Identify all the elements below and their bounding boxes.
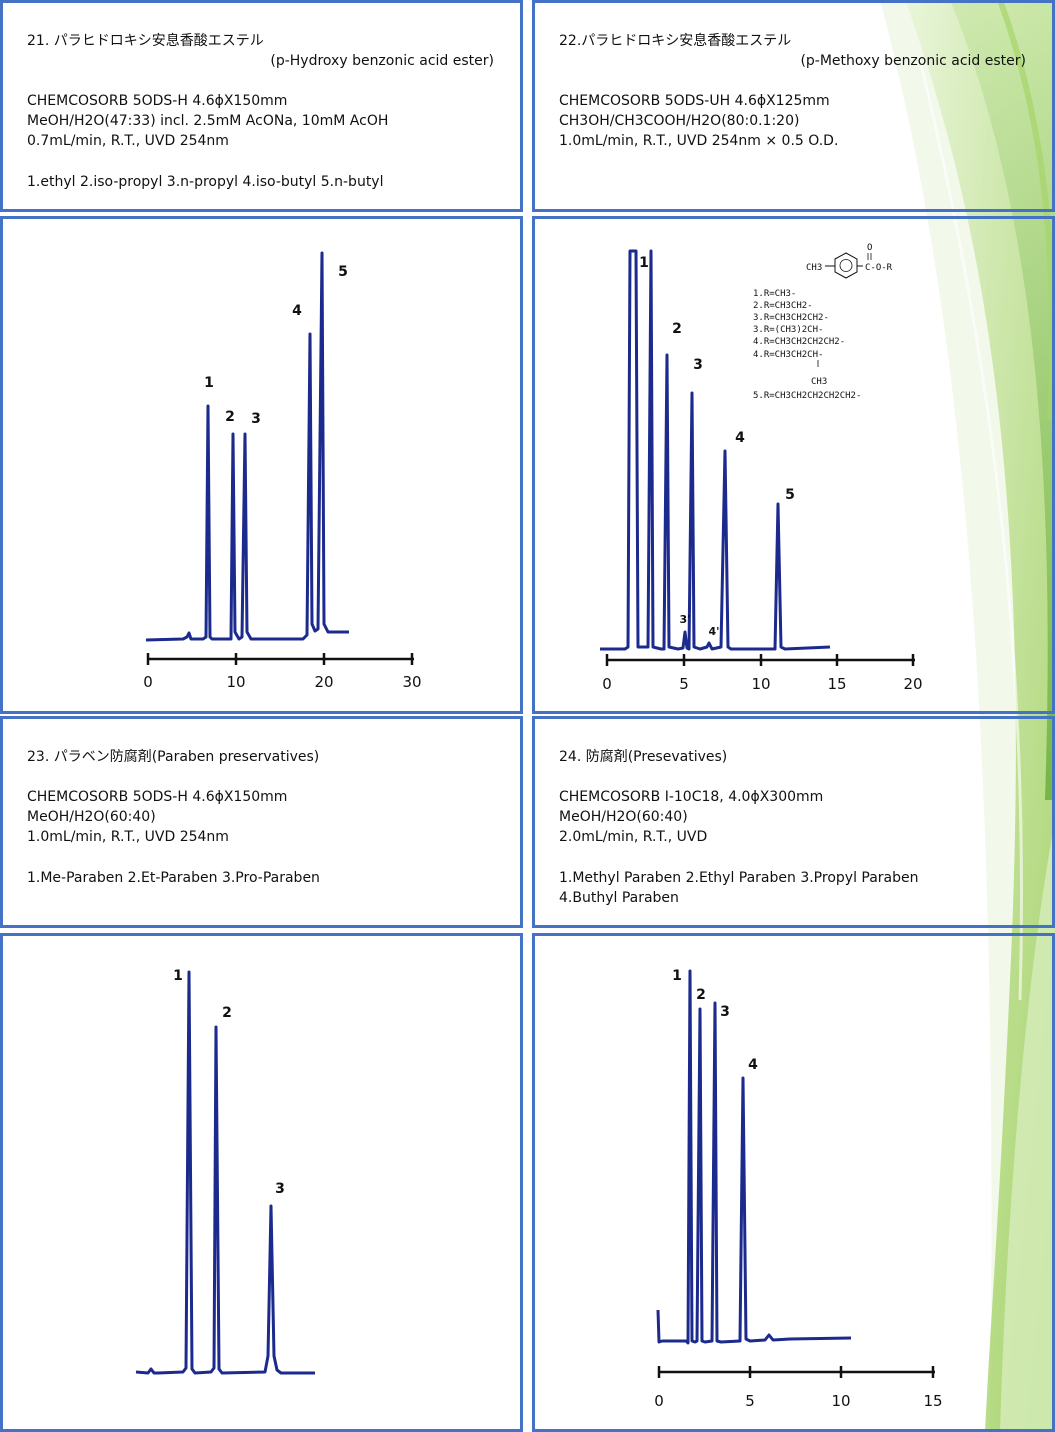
panel-24-title: 24. 防腐剤(Presevatives)	[559, 749, 728, 765]
peak-label: 3'	[679, 613, 690, 626]
r-group-item: 3.R=(CH3)2CH-	[753, 325, 823, 335]
panel-22-info: 22.パラヒドロキシ安息香酸エステル (p-Methoxy benzonic a…	[532, 0, 1055, 212]
panel-23-column: CHEMCOSORB 5ODS-H 4.6ϕX150mm	[27, 789, 288, 805]
peak-label: 1	[672, 968, 682, 984]
chromatogram-21-panel: 0 10 20 30 1 2 3 4 5	[0, 216, 523, 714]
chromatogram-23-trace	[135, 970, 315, 1375]
chromatogram-22-tick-label: 20	[903, 675, 922, 693]
peak-label: 3	[693, 357, 703, 373]
chromatogram-21-trace	[145, 251, 349, 642]
chromatogram-23: 1 2 3	[135, 968, 315, 1375]
structure-substituent: CH3	[806, 263, 822, 273]
panel-21-column: CHEMCOSORB 5ODS-H 4.6ϕX150mm	[27, 93, 288, 109]
panel-24-info: 24. 防腐剤(Presevatives) CHEMCOSORB I-10C18…	[532, 716, 1055, 928]
peak-label: 2	[672, 321, 682, 337]
chromatogram-21-tick-label: 20	[314, 673, 333, 691]
panel-22-subtitle: (p-Methoxy benzonic acid ester)	[800, 53, 1026, 69]
panel-21-info: 21. パラヒドロキシ安息香酸エステル (p-Hydroxy benzonic …	[0, 0, 523, 212]
r-group-branch: CH3	[811, 377, 827, 387]
panel-23-peak-list: 1.Me-Paraben 2.Et-Paraben 3.Pro-Paraben	[27, 870, 320, 886]
peak-label: 1	[173, 968, 183, 984]
benzene-ring-icon	[834, 252, 858, 279]
chromatogram-23-panel: 1 2 3	[0, 933, 523, 1432]
peak-label: 4	[748, 1057, 758, 1073]
peak-label: 4	[292, 303, 302, 319]
ester-structure-diagram: CH3 O C-O-R 1.R=CH3- 2.R=CH3CH2- 3.R=CH3…	[753, 243, 893, 401]
panel-22-title: 22.パラヒドロキシ安息香酸エステル	[559, 33, 792, 49]
panel-23-mobile-phase: MeOH/H2O(60:40)	[27, 809, 156, 825]
chromatogram-24: 0 5 10 15 1 2 3 4	[654, 968, 942, 1410]
chromatogram-21: 0 10 20 30 1 2 3 4 5	[143, 251, 422, 691]
structure-carbonyl-oxygen: O	[867, 243, 872, 253]
panel-21-title: 21. パラヒドロキシ安息香酸エステル	[27, 33, 264, 49]
chromatogram-24-tick-label: 15	[923, 1392, 942, 1410]
peak-label: 5	[785, 487, 795, 503]
panel-22-column: CHEMCOSORB 5ODS-UH 4.6ϕX125mm	[559, 93, 830, 109]
r-group-item: 4.R=CH3CH2CH2CH2-	[753, 337, 845, 347]
chromatogram-22-trace	[600, 249, 831, 651]
chromatogram-21-tick-label: 10	[226, 673, 245, 691]
chromatogram-22-panel: 0 5 10 15 20 1 2 3' 3 4' 4 5 CH3 O C-O-R…	[532, 216, 1055, 714]
chromatogram-22-tick-label: 5	[679, 675, 689, 693]
chromatogram-21-tick-label: 30	[402, 673, 421, 691]
r-group-item: 3.R=CH3CH2CH2-	[753, 313, 829, 323]
panel-23-title: 23. パラベン防腐剤(Paraben preservatives)	[27, 749, 320, 765]
panel-22-conditions: 1.0mL/min, R.T., UVD 254nm × 0.5 O.D.	[559, 133, 839, 149]
r-group-item: 2.R=CH3CH2-	[753, 301, 813, 311]
panel-21-peak-list: 1.ethyl 2.iso-propyl 3.n-propyl 4.iso-bu…	[27, 174, 384, 190]
chromatogram-24-tick-label: 0	[654, 1392, 664, 1410]
benzene-ring-inner	[839, 259, 853, 272]
chromatogram-24-tick-label: 10	[831, 1392, 850, 1410]
chromatogram-22-tick-label: 15	[827, 675, 846, 693]
panel-21-subtitle: (p-Hydroxy benzonic acid ester)	[270, 53, 494, 69]
peak-label: 2	[696, 987, 706, 1003]
r-group-item: 4.R=CH3CH2CH-	[753, 350, 823, 360]
chromatogram-24-tick-label: 5	[745, 1392, 755, 1410]
chromatogram-22: 0 5 10 15 20 1 2 3' 3 4' 4 5 CH3 O C-O-R…	[600, 243, 923, 693]
panel-24-peak-list: 1.Methyl Paraben 2.Ethyl Paraben 3.Propy…	[559, 870, 919, 886]
panel-23-info: 23. パラベン防腐剤(Paraben preservatives) CHEMC…	[0, 716, 523, 928]
panel-24-mobile-phase: MeOH/H2O(60:40)	[559, 809, 688, 825]
peak-label: 3	[251, 411, 261, 427]
r-group-item: 5.R=CH3CH2CH2CH2CH2-	[753, 391, 861, 401]
panel-21-conditions: 0.7mL/min, R.T., UVD 254nm	[27, 133, 229, 149]
r-group-item: 1.R=CH3-	[753, 289, 796, 299]
peak-label: 2	[225, 409, 235, 425]
chromatogram-22-tick-label: 10	[751, 675, 770, 693]
chromatogram-21-tick-label: 0	[143, 673, 153, 691]
chromatogram-22-tick-label: 0	[602, 675, 612, 693]
peak-label: 5	[338, 264, 348, 280]
panel-24-peak-list-cont: 4.Buthyl Paraben	[559, 890, 679, 906]
peak-label: 1	[204, 375, 214, 391]
panel-22-mobile-phase: CH3OH/CH3COOH/H2O(80:0.1:20)	[559, 113, 800, 129]
panel-24-conditions: 2.0mL/min, R.T., UVD	[559, 829, 708, 845]
panel-24-column: CHEMCOSORB I-10C18, 4.0ϕX300mm	[559, 789, 824, 805]
peak-label: 3	[275, 1181, 285, 1197]
peak-label: 4'	[708, 625, 719, 638]
structure-ester-group: C-O-R	[865, 263, 893, 273]
panel-21-mobile-phase: MeOH/H2O(47:33) incl. 2.5mM AcONa, 10mM …	[27, 113, 389, 129]
peak-label: 2	[222, 1005, 232, 1021]
peak-label: 4	[735, 430, 745, 446]
peak-label: 3	[720, 1004, 730, 1020]
panel-23-conditions: 1.0mL/min, R.T., UVD 254nm	[27, 829, 229, 845]
peak-label: 1	[639, 255, 649, 271]
chromatogram-24-panel: 0 5 10 15 1 2 3 4	[532, 933, 1055, 1432]
chromatogram-24-trace	[656, 969, 852, 1345]
